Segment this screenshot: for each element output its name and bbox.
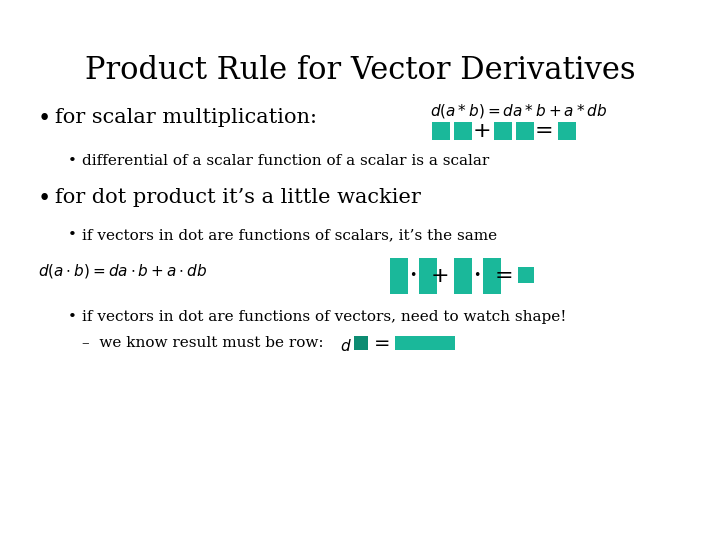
Text: $d$: $d$ <box>340 338 352 354</box>
Text: •: • <box>38 188 51 210</box>
Text: if vectors in dot are functions of vectors, need to watch shape!: if vectors in dot are functions of vecto… <box>82 310 567 324</box>
Bar <box>354 336 368 350</box>
Bar <box>395 336 455 350</box>
Bar <box>454 258 472 294</box>
Bar <box>432 122 450 140</box>
Text: Product Rule for Vector Derivatives: Product Rule for Vector Derivatives <box>85 55 635 86</box>
Bar <box>494 122 512 140</box>
Text: for scalar multiplication:: for scalar multiplication: <box>55 108 317 127</box>
Text: •: • <box>68 154 77 168</box>
Bar <box>483 258 501 294</box>
Text: •: • <box>409 269 417 282</box>
Text: •: • <box>68 228 77 242</box>
Text: •: • <box>68 310 77 324</box>
Bar <box>518 267 534 283</box>
Bar <box>454 122 472 140</box>
Text: if vectors in dot are functions of scalars, it’s the same: if vectors in dot are functions of scala… <box>82 228 497 242</box>
Text: •: • <box>473 269 481 282</box>
Bar <box>419 258 437 294</box>
Text: +: + <box>473 121 491 141</box>
Text: –  we know result must be row:: – we know result must be row: <box>82 336 323 350</box>
Bar <box>390 258 408 294</box>
Text: $d(a*b) = da*b + a*db$: $d(a*b) = da*b + a*db$ <box>430 102 608 120</box>
Text: for dot product it’s a little wackier: for dot product it’s a little wackier <box>55 188 421 207</box>
Text: +: + <box>431 266 449 286</box>
Text: $d(a \cdot b) = da \cdot b + a \cdot db$: $d(a \cdot b) = da \cdot b + a \cdot db$ <box>38 262 207 280</box>
Bar <box>558 122 576 140</box>
Text: differential of a scalar function of a scalar is a scalar: differential of a scalar function of a s… <box>82 154 490 168</box>
Text: •: • <box>38 108 51 130</box>
Text: =: = <box>495 266 513 286</box>
Bar <box>516 122 534 140</box>
Text: =: = <box>535 121 553 141</box>
Text: =: = <box>374 334 390 354</box>
